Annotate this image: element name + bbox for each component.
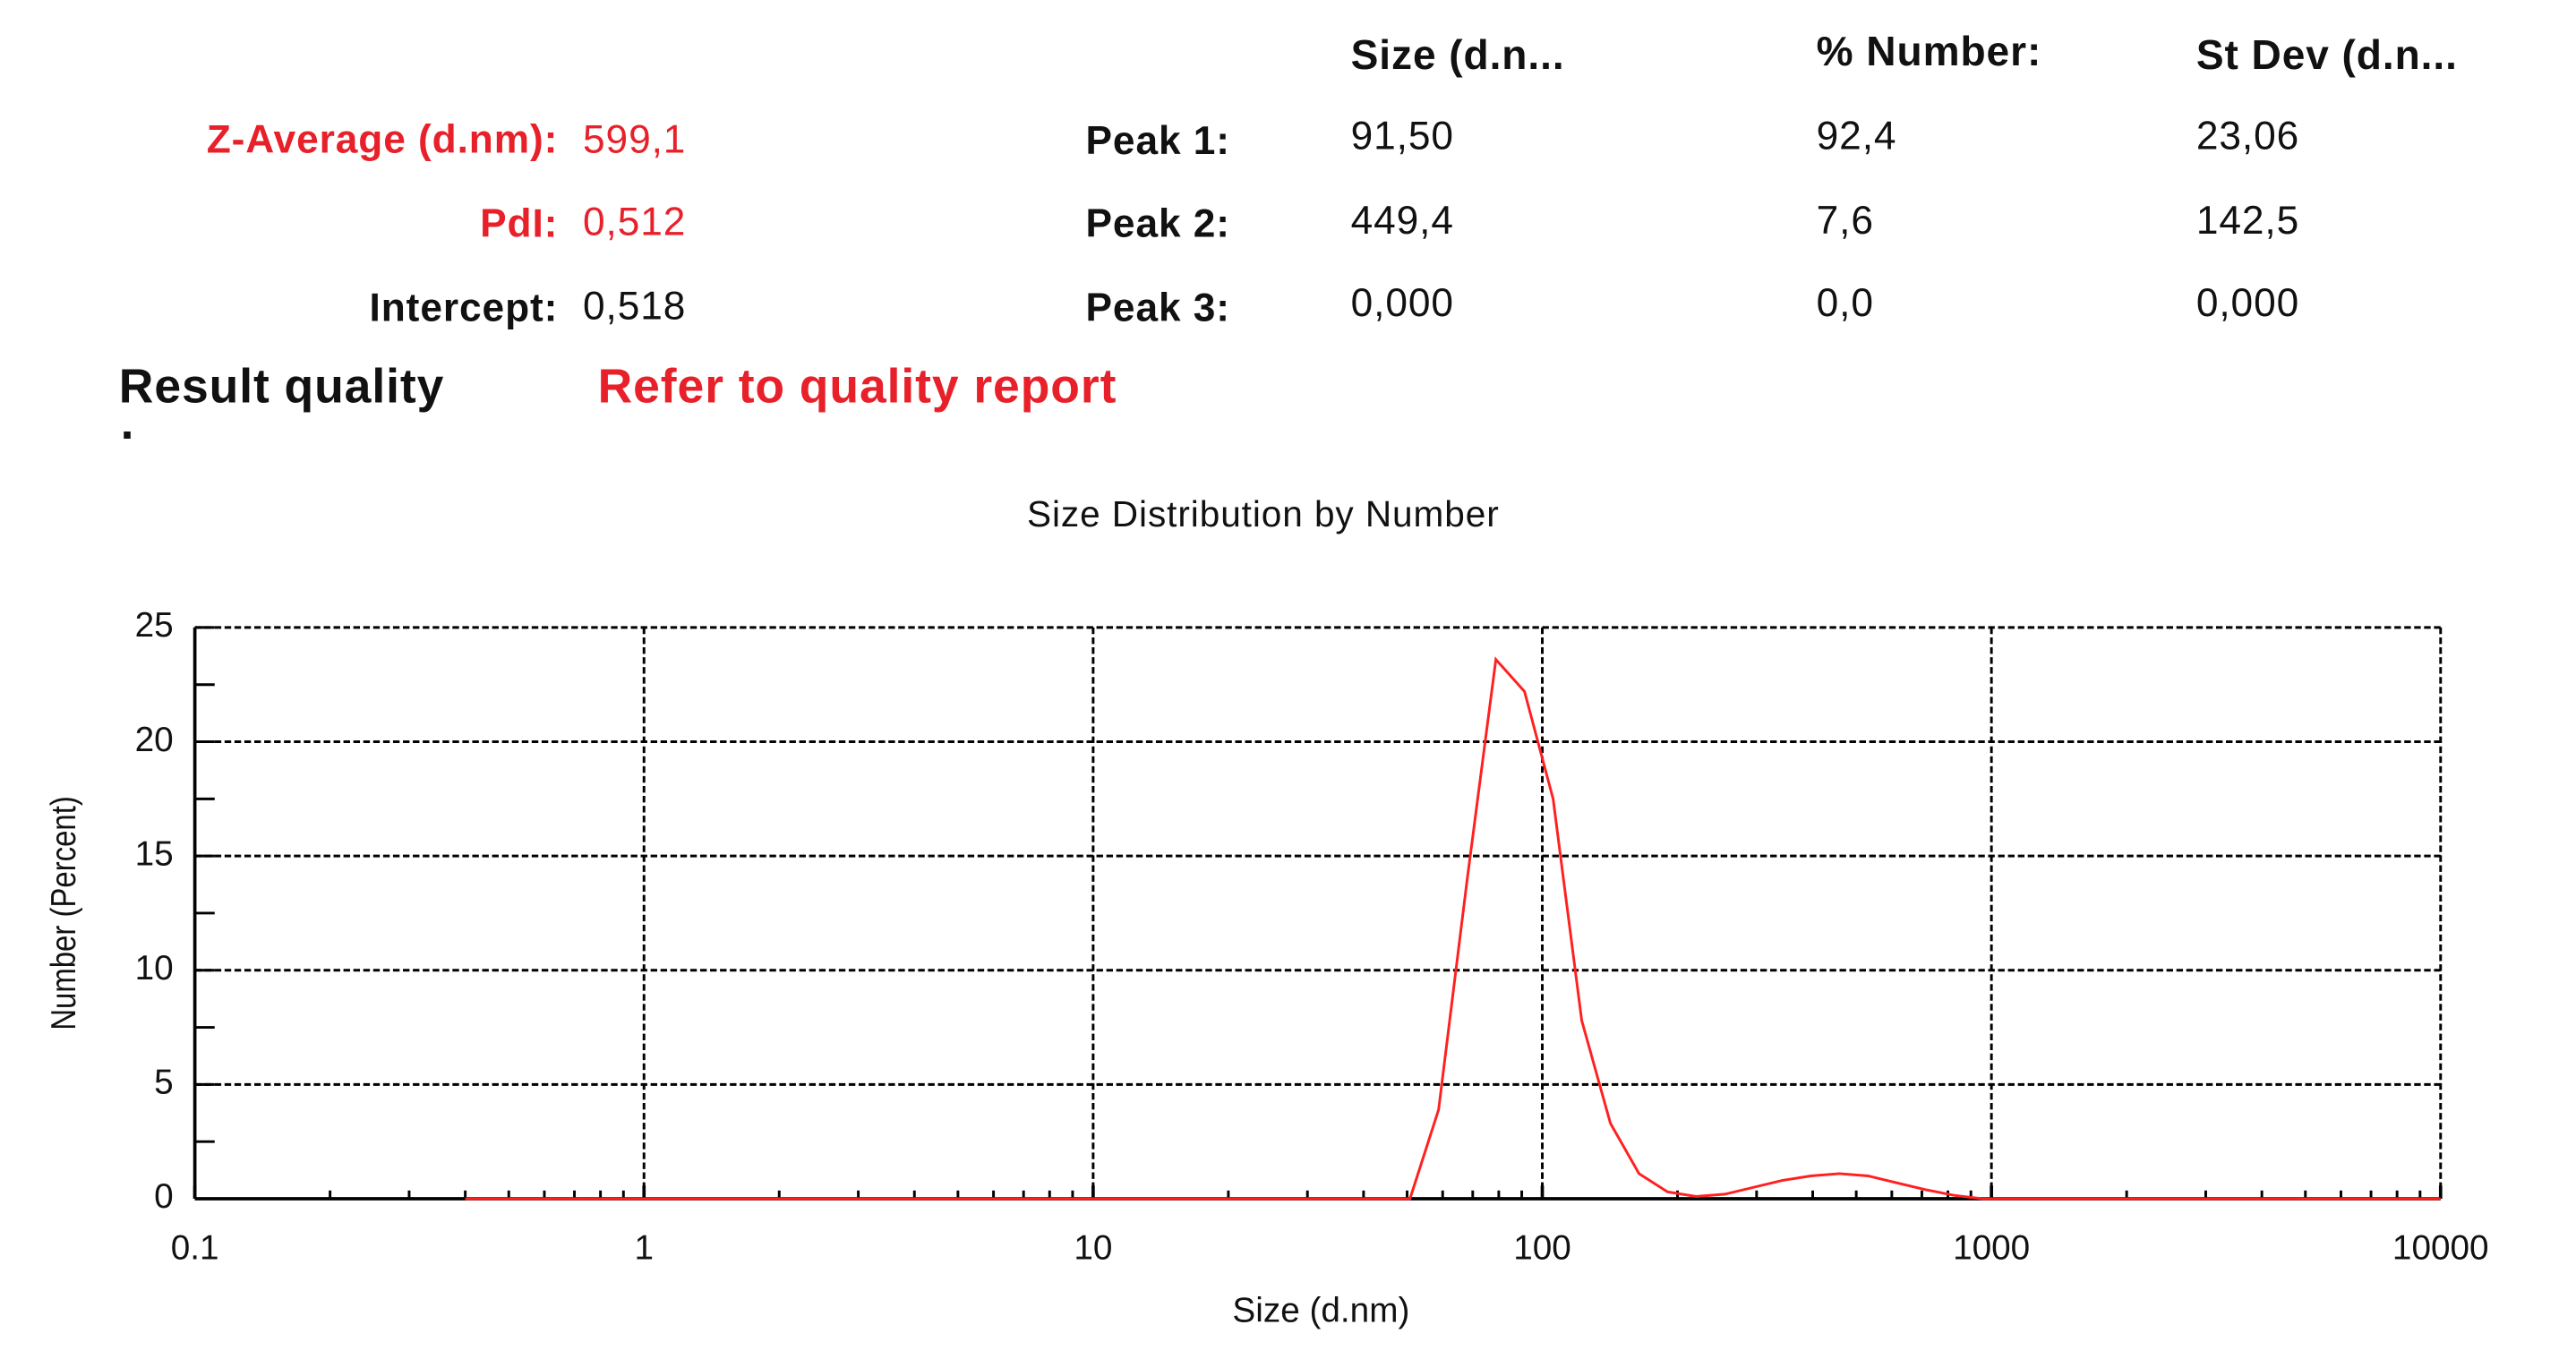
y-tick-label: 20	[135, 721, 174, 759]
peak-cell: 0,000	[1351, 281, 1454, 325]
summary-value: 0,518	[583, 285, 686, 329]
x-tick-label: 10	[1074, 1228, 1112, 1267]
peak-cell: 0,000	[2196, 281, 2299, 325]
peak-cell: 0,0	[1817, 281, 1874, 325]
peak-cell: 92,4	[1817, 115, 1897, 158]
summary-value: 0,512	[583, 201, 686, 244]
x-tick-label: 0.1	[171, 1228, 219, 1267]
peak-cell: 142,5	[2196, 199, 2299, 243]
quality-mark: .	[121, 397, 135, 449]
peak-label: Peak 1:	[1085, 119, 1229, 163]
y-tick-label: 0	[154, 1177, 174, 1216]
y-tick-label: 25	[135, 606, 174, 645]
x-tick-label: 1	[634, 1228, 654, 1267]
table-header: St Dev (d.n...	[2196, 31, 2458, 78]
quality-value: Refer to quality report	[598, 360, 1117, 413]
peak-label: Peak 2:	[1085, 201, 1229, 245]
peak-cell: 23,06	[2196, 115, 2299, 158]
plot: 0 5 10 15 20 25 0.1 1 10 100 1000 10000	[135, 606, 2489, 1267]
summary-label: Intercept:	[370, 286, 559, 330]
y-tick-label: 10	[135, 949, 174, 987]
x-tick-label: 100	[1513, 1228, 1571, 1267]
summary-label: PdI:	[480, 201, 558, 245]
peak-cell: 449,4	[1351, 199, 1454, 243]
peak-cell: 7,6	[1817, 199, 1874, 243]
x-axis-label: Size (d.nm)	[1232, 1291, 1409, 1329]
summary-label: Z-Average (d.nm):	[207, 117, 559, 161]
table-header: Size (d.n...	[1351, 31, 1565, 78]
summary-value: 599,1	[583, 117, 686, 161]
peak-cell: 91,50	[1351, 115, 1454, 158]
chart-title: Size Distribution by Number	[1027, 493, 1500, 534]
y-tick-label: 15	[135, 834, 174, 873]
y-axis-label: Number (Percent)	[43, 796, 82, 1030]
x-tick-label: 1000	[1953, 1228, 2030, 1267]
data-line	[465, 656, 2441, 1201]
x-tick-label: 10000	[2392, 1228, 2489, 1267]
peak-label: Peak 3:	[1085, 286, 1229, 330]
table-header: % Number:	[1817, 28, 2042, 74]
y-tick-label: 5	[154, 1064, 174, 1102]
quality-label: Result quality	[119, 360, 445, 413]
